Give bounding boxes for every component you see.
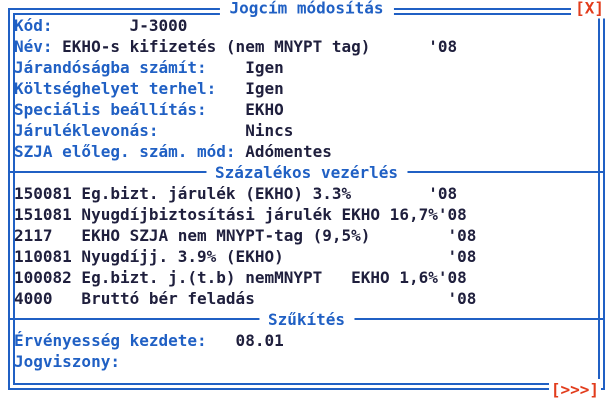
field-value-ervenyesseg[interactable]: 08.01 xyxy=(206,331,284,350)
field-value-jaruleklevonas[interactable]: Nincs xyxy=(158,121,294,140)
dialog-window: Jogcím módosítás [X] [>>>] Kód: J-3000 Né… xyxy=(8,0,605,400)
field-row-jogviszony: Jogviszony: xyxy=(14,351,599,372)
field-row-szja-mod: SZJA előleg. szám. mód: Adómentes xyxy=(14,141,599,162)
field-value-jarandosagba[interactable]: Igen xyxy=(206,58,284,77)
field-row-nev: Név: EKHO-s kifizetés (nem MNYPT tag) '0… xyxy=(14,36,599,57)
field-value-szja-mod[interactable]: Adómentes xyxy=(235,142,332,161)
field-value-specialis[interactable]: EKHO xyxy=(206,100,284,119)
percent-row[interactable]: 100082 Eg.bizt. j.(t.b) nemMNYPT EKHO 1,… xyxy=(14,268,467,287)
field-list-bottom: Érvényesség kezdete: 08.01 Jogviszony: xyxy=(14,330,599,372)
percent-row[interactable]: 151081 Nyugdíjbiztosítási járulék EKHO 1… xyxy=(14,205,467,224)
field-label-kod: Kód: xyxy=(14,16,53,35)
field-list-top: Kód: J-3000 Név: EKHO-s kifizetés (nem MN… xyxy=(14,15,599,162)
percent-section-title: Százalékos vezérlés xyxy=(205,162,408,183)
field-value-koltseghelyet[interactable]: Igen xyxy=(216,79,284,98)
field-label-specialis: Speciális beállítás: xyxy=(14,100,207,119)
percent-row[interactable]: 2117 EKHO SZJA nem MNYPT-tag (9,5%) '08 xyxy=(14,226,477,245)
field-label-jarandosagba: Járandóságba számít: xyxy=(14,58,207,77)
field-label-koltseghelyet: Költséghelyet terhel: xyxy=(14,79,217,98)
field-label-jaruleklevonas: Járuléklevonás: xyxy=(14,121,159,140)
field-row-jarandosagba: Járandóságba számít: Igen xyxy=(14,57,599,78)
field-row-kod: Kód: J-3000 xyxy=(14,15,599,36)
field-value-kod[interactable]: J-3000 xyxy=(52,16,188,35)
field-row-specialis: Speciális beállítás: EKHO xyxy=(14,99,599,120)
field-row-jaruleklevonas: Járuléklevonás: Nincs xyxy=(14,120,599,141)
field-label-nev: Név: xyxy=(14,37,53,56)
field-label-ervenyesseg: Érvényesség kezdete: xyxy=(14,331,207,350)
more-button[interactable]: [>>>] xyxy=(548,379,601,400)
dialog-content: Kód: J-3000 Név: EKHO-s kifizetés (nem MN… xyxy=(8,15,605,372)
percent-row[interactable]: 150081 Eg.bizt. járulék (EKHO) 3.3% '08 xyxy=(14,184,458,203)
close-button[interactable]: [X] xyxy=(571,0,605,19)
field-row-koltseghelyet: Költséghelyet terhel: Igen xyxy=(14,78,599,99)
field-value-nev[interactable]: EKHO-s kifizetés (nem MNYPT tag) '08 xyxy=(52,37,458,56)
dialog-title: Jogcím módosítás xyxy=(219,0,394,19)
percent-row-list: 150081 Eg.bizt. járulék (EKHO) 3.3% '08 1… xyxy=(14,183,599,309)
filter-section-title: Szűkítés xyxy=(258,309,355,330)
filter-section-divider: Szűkítés xyxy=(8,309,605,330)
field-label-szja-mod: SZJA előleg. szám. mód: xyxy=(14,142,236,161)
field-row-ervenyesseg: Érvényesség kezdete: 08.01 xyxy=(14,330,599,351)
percent-row[interactable]: 4000 Bruttó bér feladás '08 xyxy=(14,289,477,308)
percent-row[interactable]: 110081 Nyugdíjj. 3.9% (EKHO) '08 xyxy=(14,247,477,266)
field-label-jogviszony: Jogviszony: xyxy=(14,352,120,371)
percent-section-divider: Százalékos vezérlés xyxy=(8,162,605,183)
